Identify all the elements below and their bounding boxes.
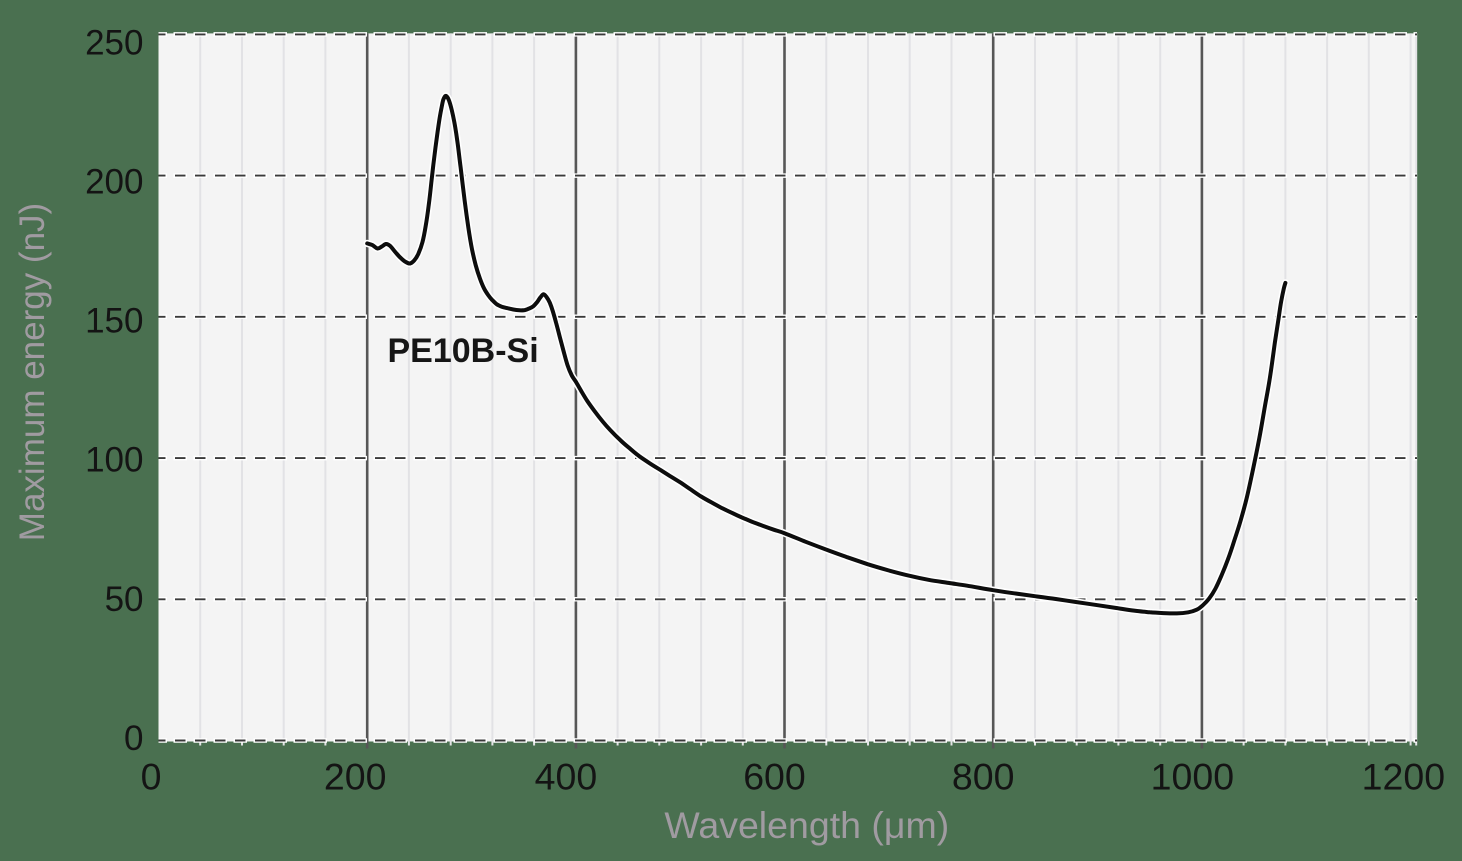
svg-text:0: 0 <box>141 756 162 798</box>
svg-text:100: 100 <box>85 441 143 480</box>
svg-text:1200: 1200 <box>1362 756 1445 798</box>
svg-text:200: 200 <box>85 162 143 201</box>
svg-text:Wavelength (μm): Wavelength (μm) <box>664 804 949 846</box>
svg-text:0: 0 <box>124 719 143 758</box>
svg-text:600: 600 <box>743 756 806 798</box>
svg-text:150: 150 <box>85 302 143 341</box>
svg-text:200: 200 <box>324 756 387 798</box>
svg-text:PE10B-Si: PE10B-Si <box>388 332 539 370</box>
svg-text:Maximum energy (nJ): Maximum energy (nJ) <box>13 203 52 541</box>
svg-text:1000: 1000 <box>1151 756 1234 798</box>
svg-text:400: 400 <box>535 756 598 798</box>
svg-text:250: 250 <box>85 23 143 62</box>
svg-text:800: 800 <box>952 756 1015 798</box>
svg-text:50: 50 <box>105 580 144 619</box>
